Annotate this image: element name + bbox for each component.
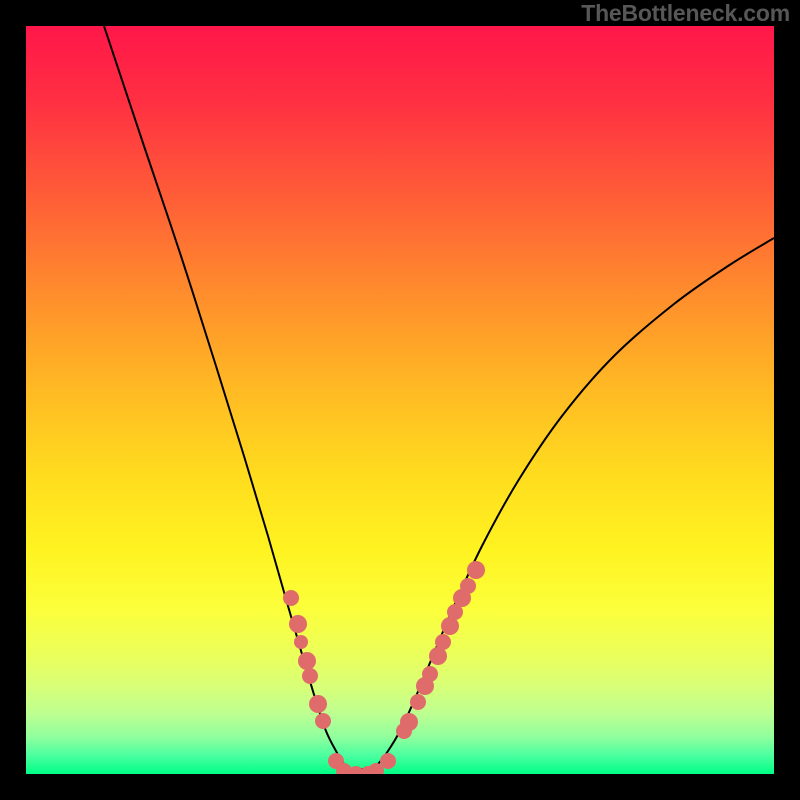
data-marker xyxy=(460,578,476,594)
data-marker xyxy=(298,652,316,670)
data-marker xyxy=(422,666,438,682)
chart-svg xyxy=(0,0,800,800)
figure-root: TheBottleneck.com xyxy=(0,0,800,800)
data-marker xyxy=(315,713,331,729)
data-marker xyxy=(380,753,396,769)
watermark-text: TheBottleneck.com xyxy=(581,0,790,27)
data-marker xyxy=(294,635,308,649)
data-marker xyxy=(283,590,299,606)
plot-background xyxy=(26,26,774,774)
data-marker xyxy=(289,615,307,633)
data-marker xyxy=(410,694,426,710)
data-marker xyxy=(435,634,451,650)
data-marker xyxy=(400,713,418,731)
data-marker xyxy=(302,668,318,684)
data-marker xyxy=(467,561,485,579)
data-marker xyxy=(309,695,327,713)
